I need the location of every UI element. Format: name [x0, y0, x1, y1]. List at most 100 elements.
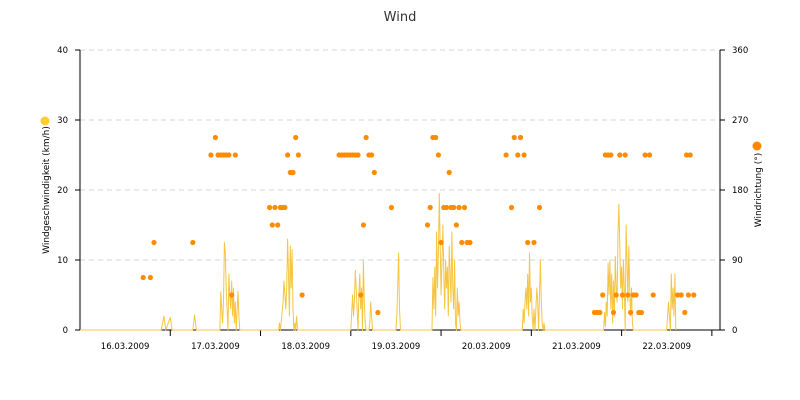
wind-direction-point [388, 204, 394, 211]
y-left-tick-label: 10 [57, 256, 68, 266]
y-axis-right-label: Windrichtung (°) [754, 153, 764, 228]
wind-direction-point [208, 152, 214, 158]
legend-speed-dot [40, 116, 50, 126]
wind-direction-point [675, 292, 681, 298]
wind-direction-point [269, 222, 275, 228]
wind-direction-point [642, 152, 648, 158]
wind-direction-point [517, 134, 524, 141]
wind-direction-point [285, 152, 291, 158]
wind-direction-point [682, 309, 688, 316]
wind-direction-point [267, 204, 273, 211]
wind-direction-point [355, 152, 361, 158]
wind-direction-point [508, 204, 515, 211]
wind-direction-point [531, 239, 537, 246]
y-left-tick-label: 40 [57, 46, 68, 56]
wind-speed-line [80, 193, 677, 331]
wind-direction-point [536, 204, 543, 211]
wind-direction-point [459, 239, 465, 246]
x-tick-label: 18.03.2009 [281, 342, 330, 352]
wind-direction-point [190, 239, 196, 246]
wind-direction-point [625, 292, 631, 298]
wind-direction-point [456, 204, 462, 211]
wind-direction-series [140, 134, 697, 316]
x-tick-label: 20.03.2009 [462, 342, 511, 352]
wind-direction-point [638, 309, 645, 316]
wind-direction-point [371, 169, 377, 176]
wind-direction-point [369, 152, 375, 158]
chart-title: Wind [384, 10, 417, 25]
wind-direction-point [360, 222, 366, 228]
wind-direction-point [226, 152, 232, 158]
y-axis-right-title: Windrichtung (°) [752, 141, 764, 228]
wind-direction-point [647, 152, 653, 158]
wind-direction-point [424, 222, 431, 228]
y-axis-left-title: Windgeschwindigkeit (km/h) [40, 116, 52, 254]
wind-direction-point [451, 204, 457, 211]
wind-speed-series [80, 193, 677, 331]
wind-direction-point [685, 292, 692, 298]
wind-direction-point [443, 204, 450, 211]
wind-direction-point [600, 292, 606, 298]
wind-direction-point [610, 309, 617, 316]
wind-direction-point [446, 169, 452, 176]
wind-direction-point [435, 152, 441, 158]
wind-direction-point [427, 204, 433, 211]
wind-direction-point [433, 134, 439, 141]
wind-direction-point [515, 152, 521, 158]
y-right-tick-label: 0 [732, 326, 737, 336]
y-axis-left-label: Windgeschwindigkeit (km/h) [42, 126, 52, 254]
legend-direction-dot [752, 141, 762, 151]
axes: 0 10 20 30 40 0 90 180 270 360 16.03.2009 17.03.200… [57, 46, 748, 352]
y-right-tick-label: 360 [732, 46, 748, 56]
wind-direction-point [684, 152, 690, 158]
wind-direction-point [525, 239, 531, 246]
wind-direction-point [511, 134, 517, 141]
wind-direction-point [275, 222, 281, 228]
x-tick-label: 19.03.2009 [372, 342, 421, 352]
wind-direction-point [633, 292, 639, 298]
wind-direction-point [453, 222, 459, 228]
grid-lines [80, 49, 720, 261]
wind-direction-point [293, 134, 299, 141]
wind-direction-point [375, 309, 381, 316]
wind-direction-point [290, 169, 296, 176]
y-left-tick-label: 20 [57, 186, 68, 196]
wind-direction-point [650, 292, 656, 298]
wind-direction-point [687, 152, 693, 158]
wind-direction-point [212, 134, 218, 141]
wind-direction-point [151, 239, 157, 246]
wind-direction-point [521, 152, 527, 158]
wind-direction-point [272, 204, 278, 211]
wind-direction-point [140, 274, 146, 281]
wind-direction-point [691, 292, 697, 298]
wind-direction-point [363, 134, 369, 141]
x-tick-label: 22.03.2009 [642, 342, 691, 352]
wind-direction-point [299, 292, 305, 298]
wind-direction-point [622, 152, 628, 158]
wind-direction-point [467, 239, 473, 246]
wind-direction-point [229, 292, 235, 298]
y-right-tick-label: 90 [732, 256, 743, 266]
wind-direction-point [461, 204, 468, 211]
wind-direction-point [438, 239, 444, 246]
wind-direction-point [503, 152, 509, 158]
wind-direction-point [617, 152, 623, 158]
x-tick-label: 17.03.2009 [191, 342, 240, 352]
wind-direction-point [147, 274, 153, 281]
y-right-tick-label: 270 [732, 116, 748, 126]
wind-direction-point [619, 292, 626, 298]
wind-direction-point [282, 204, 288, 211]
wind-direction-point [232, 152, 238, 158]
wind-direction-point [358, 292, 364, 298]
x-tick-label: 16.03.2009 [101, 342, 150, 352]
wind-direction-point [597, 309, 603, 316]
y-left-tick-label: 0 [63, 326, 68, 336]
wind-direction-point [678, 292, 684, 298]
wind-direction-point [628, 309, 634, 316]
wind-direction-point [608, 152, 614, 158]
wind-direction-point [295, 152, 301, 158]
wind-direction-point [613, 292, 619, 298]
y-left-tick-label: 30 [57, 116, 68, 126]
